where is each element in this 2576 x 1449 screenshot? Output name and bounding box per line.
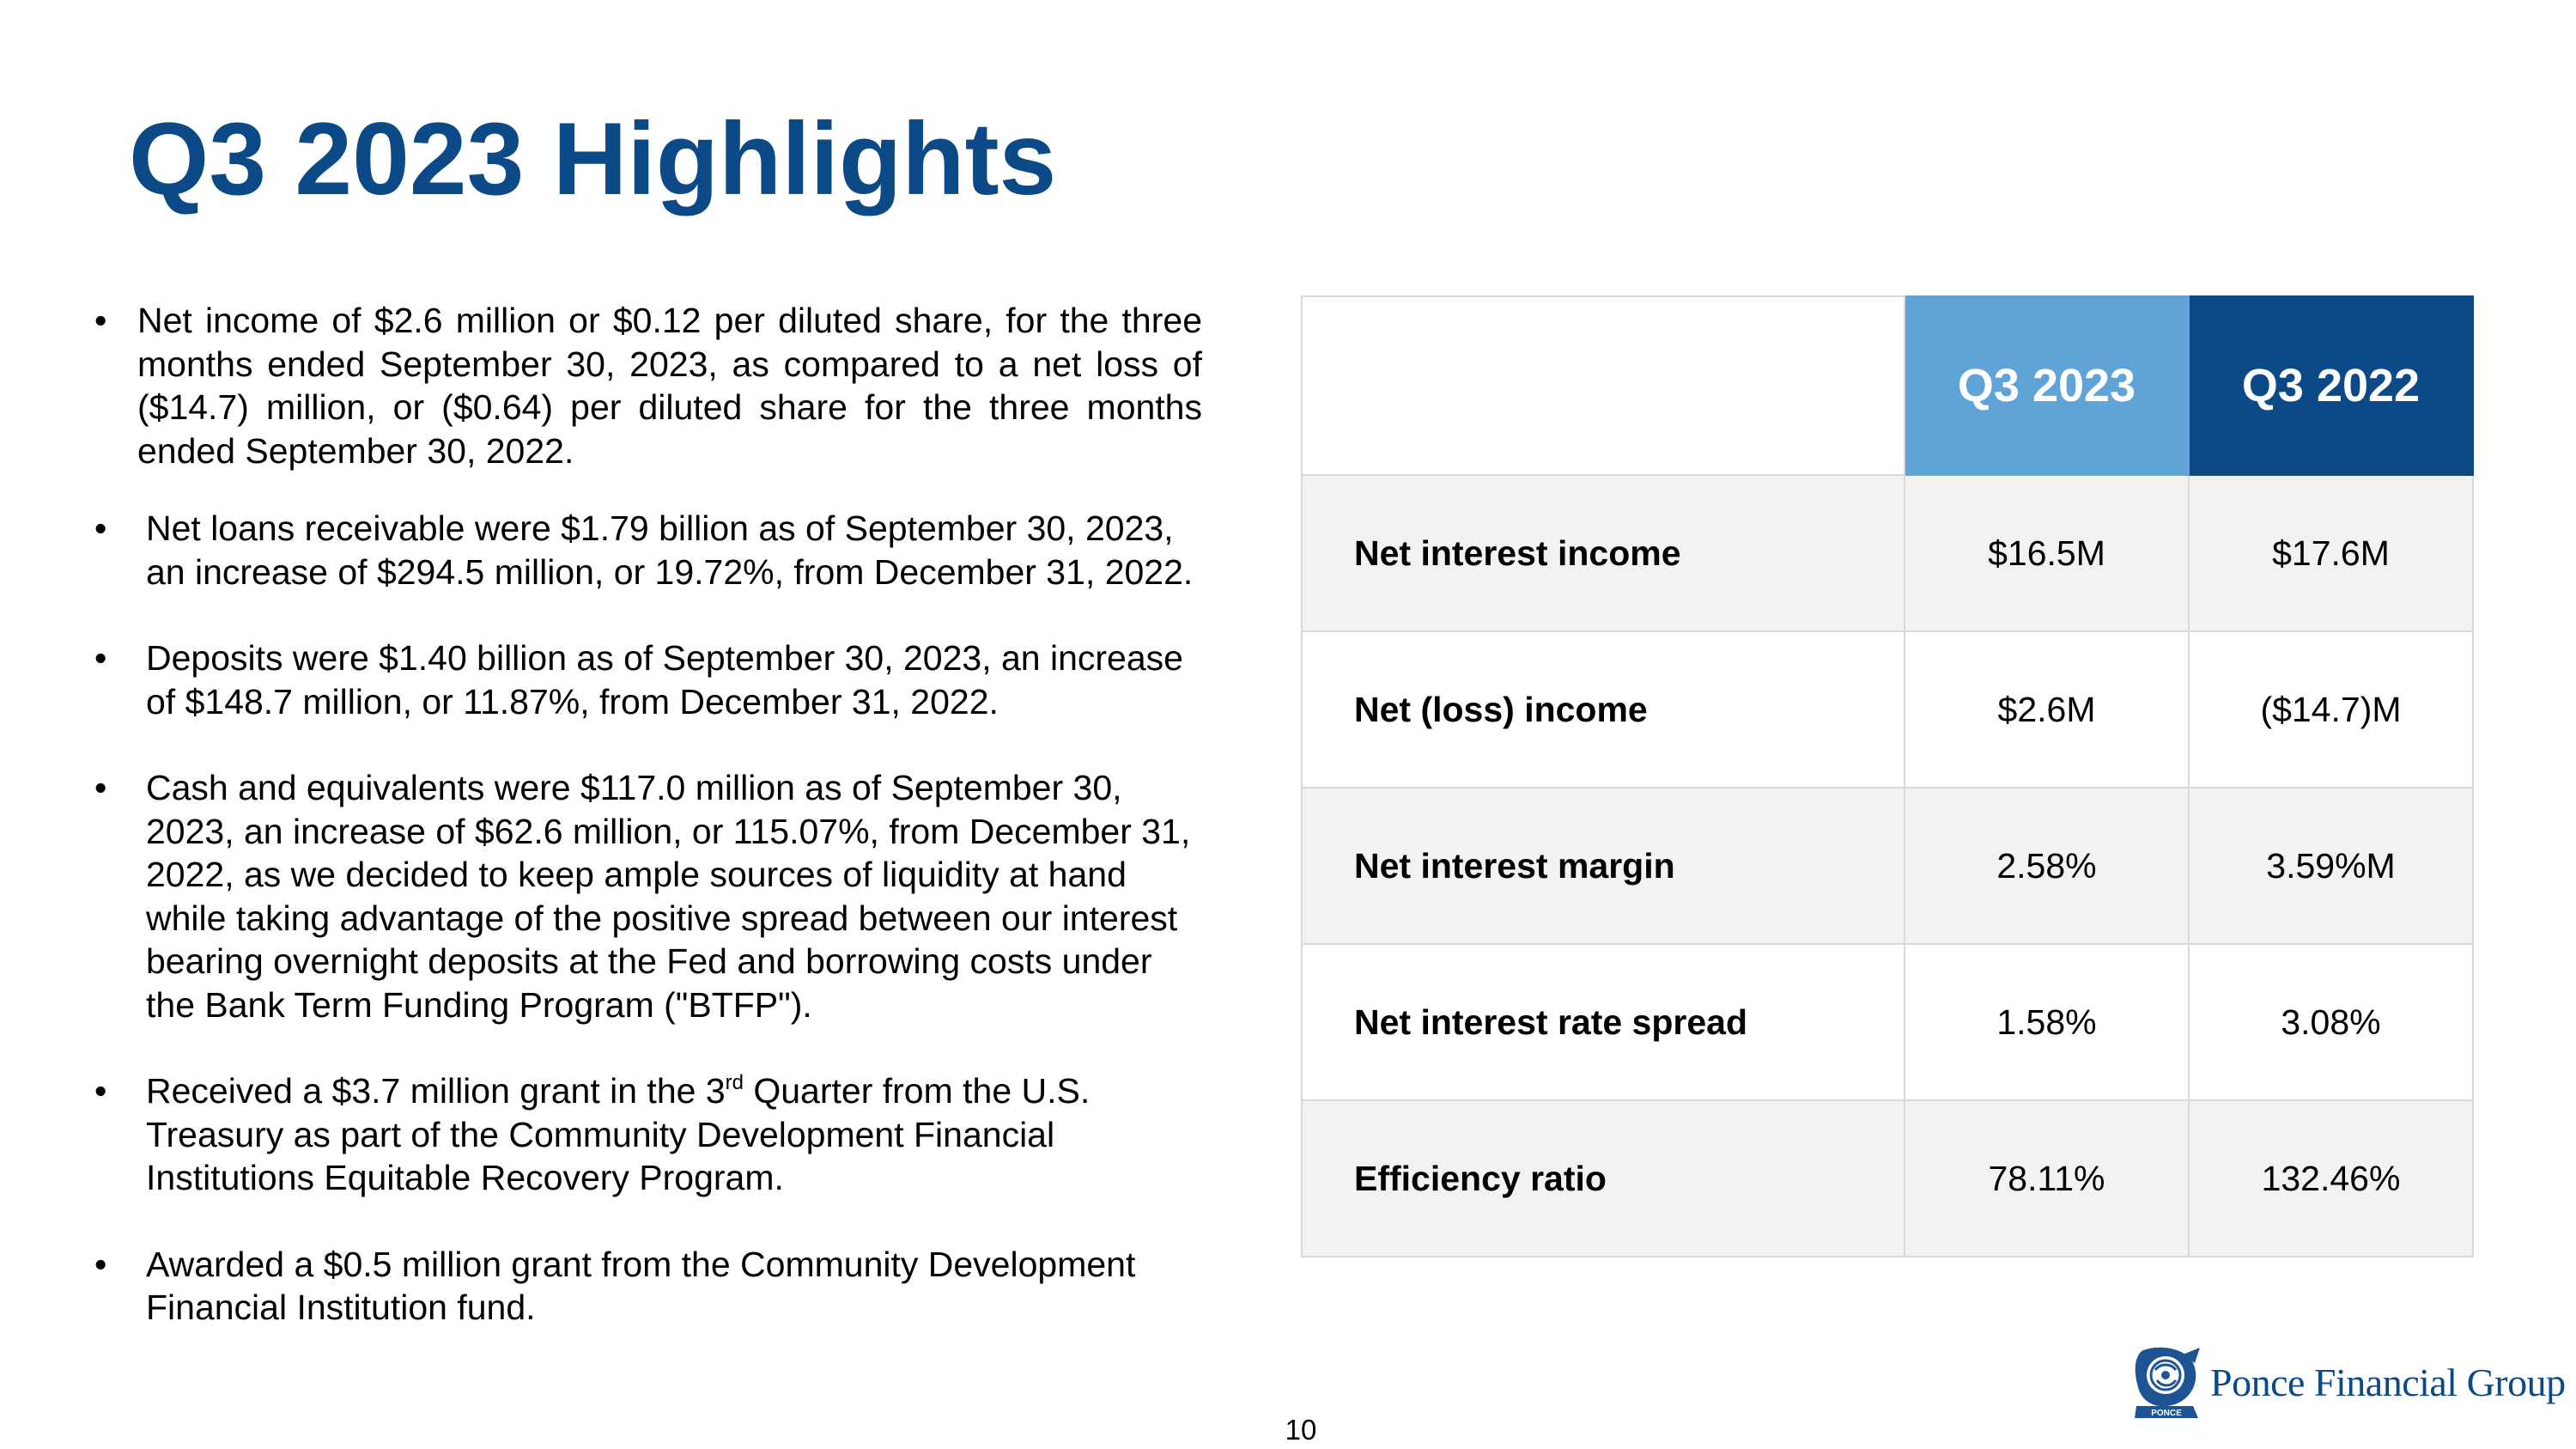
bullet-icon: • bbox=[94, 768, 107, 807]
bullet-text: Net income of $2.6 million or $0.12 per … bbox=[137, 301, 1202, 471]
table-row: Net interest income $16.5M $17.6M bbox=[1301, 474, 2474, 632]
cell-q3-2022: 3.59%M bbox=[2188, 787, 2474, 945]
list-item: • Net income of $2.6 million or $0.12 per… bbox=[94, 299, 1202, 472]
table-row: Efficiency ratio 78.11% 132.46% bbox=[1301, 1099, 2474, 1257]
page-number: 10 bbox=[1285, 1414, 1317, 1446]
list-item: • Awarded a $0.5 million grant from the C… bbox=[94, 1243, 1202, 1330]
bullet-text: Net loans receivable were $1.79 billion … bbox=[146, 508, 1194, 592]
list-item: • Cash and equivalents were $117.0 millio… bbox=[94, 766, 1202, 1026]
ordinal-suffix: rd bbox=[725, 1071, 744, 1094]
bullet-icon: • bbox=[94, 508, 107, 548]
row-label: Net interest margin bbox=[1301, 787, 1905, 945]
ponce-seal-icon: PONCE bbox=[2135, 1347, 2200, 1418]
row-label: Efficiency ratio bbox=[1301, 1099, 1905, 1257]
cell-q3-2023: $2.6M bbox=[1904, 630, 2190, 788]
cell-q3-2023: $16.5M bbox=[1904, 474, 2190, 632]
cell-q3-2023: 2.58% bbox=[1904, 787, 2190, 945]
cell-q3-2022: ($14.7)M bbox=[2188, 630, 2474, 788]
bullet-text-start: Received a $3.7 million grant in the 3 bbox=[146, 1071, 726, 1111]
bullet-icon: • bbox=[94, 1071, 107, 1111]
row-label: Net interest rate spread bbox=[1301, 943, 1905, 1101]
bullet-text: Cash and equivalents were $117.0 million… bbox=[146, 768, 1191, 1025]
list-item: • Net loans receivable were $1.79 billion… bbox=[94, 507, 1202, 594]
cell-q3-2023: 1.58% bbox=[1904, 943, 2190, 1101]
cell-q3-2022: 132.46% bbox=[2188, 1099, 2474, 1257]
seal-text: PONCE bbox=[2151, 1409, 2182, 1418]
list-item: • Deposits were $1.40 billion as of Septe… bbox=[94, 636, 1202, 723]
column-header-q3-2022: Q3 2022 bbox=[2188, 295, 2474, 476]
cell-q3-2022: $17.6M bbox=[2188, 474, 2474, 632]
cell-q3-2023: 78.11% bbox=[1904, 1099, 2190, 1257]
table-row: Net interest margin 2.58% 3.59%M bbox=[1301, 787, 2474, 945]
bullet-text: Deposits were $1.40 billion as of Septem… bbox=[146, 638, 1183, 721]
page-title: Q3 2023 Highlights bbox=[129, 101, 1057, 216]
table-row: Net interest rate spread 1.58% 3.08% bbox=[1301, 943, 2474, 1101]
table-header-row: Q3 2023 Q3 2022 bbox=[1301, 295, 2474, 476]
column-header-q3-2023: Q3 2023 bbox=[1904, 295, 2190, 476]
highlights-list: • Net income of $2.6 million or $0.12 per… bbox=[94, 299, 1202, 1330]
bullet-icon: • bbox=[94, 638, 107, 678]
row-label: Net (loss) income bbox=[1301, 630, 1905, 788]
highlights-table: Q3 2023 Q3 2022 Net interest income $16.… bbox=[1301, 295, 2474, 1257]
bullet-icon: • bbox=[94, 1244, 107, 1284]
bullet-icon: • bbox=[94, 301, 107, 340]
table-row: Net (loss) income $2.6M ($14.7)M bbox=[1301, 630, 2474, 788]
company-logo: PONCE Ponce Financial Group bbox=[2133, 1344, 2566, 1420]
logo-text: Ponce Financial Group bbox=[2210, 1360, 2566, 1404]
list-item: • Received a $3.7 million grant in the 3r… bbox=[94, 1069, 1202, 1200]
cell-q3-2022: 3.08% bbox=[2188, 943, 2474, 1101]
bullet-text-end: Quarter from the U.S. Treasury as part o… bbox=[146, 1071, 1091, 1197]
row-label: Net interest income bbox=[1301, 474, 1905, 632]
bullet-text: Awarded a $0.5 million grant from the Co… bbox=[146, 1244, 1136, 1328]
table-corner-cell bbox=[1301, 295, 1905, 476]
